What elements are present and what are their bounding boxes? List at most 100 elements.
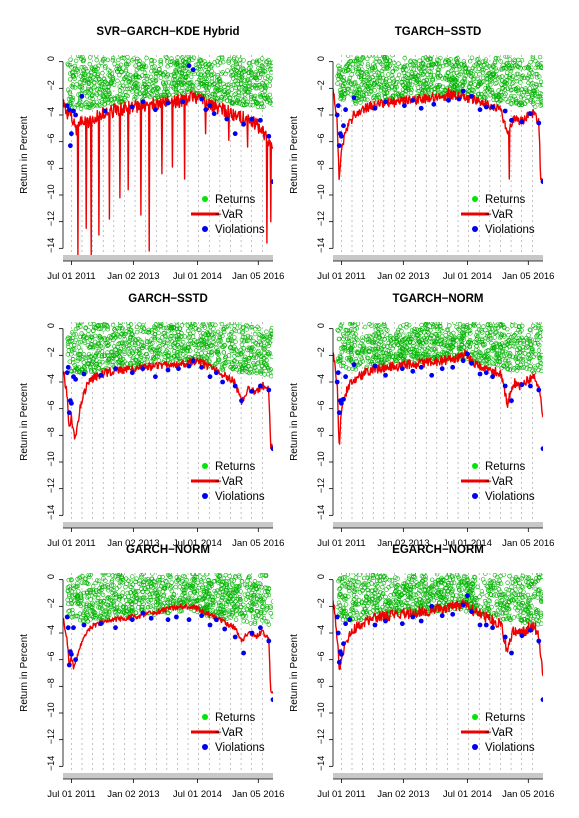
return-point — [106, 356, 112, 361]
return-point — [137, 58, 142, 64]
return-point — [168, 344, 173, 350]
return-point — [101, 93, 106, 98]
return-point — [100, 58, 106, 63]
return-point — [99, 98, 105, 103]
return-point — [266, 367, 272, 373]
return-point — [182, 322, 187, 325]
violation-point — [410, 97, 416, 103]
return-point — [251, 582, 257, 587]
return-point — [89, 361, 95, 366]
return-point — [172, 595, 177, 601]
return-point — [435, 336, 441, 341]
return-point — [377, 335, 382, 341]
return-point — [449, 82, 454, 87]
return-point — [169, 326, 174, 332]
return-point — [180, 348, 185, 353]
return-point — [96, 592, 101, 597]
return-point — [210, 72, 215, 78]
return-point — [531, 101, 536, 106]
return-point — [467, 59, 473, 64]
return-point — [365, 64, 371, 69]
return-point — [269, 70, 273, 75]
return-point — [66, 339, 71, 345]
violation-point — [220, 379, 226, 385]
return-point — [98, 335, 103, 340]
return-point — [74, 593, 80, 599]
return-point — [394, 358, 399, 363]
return-point — [181, 55, 186, 59]
return-point — [183, 59, 188, 65]
return-point — [528, 341, 533, 346]
return-point — [136, 65, 142, 71]
return-point — [123, 61, 129, 66]
return-point — [103, 578, 108, 583]
violation-point — [176, 366, 181, 372]
return-point — [445, 343, 450, 348]
return-point — [205, 89, 211, 95]
return-point — [165, 64, 170, 69]
return-point — [255, 342, 261, 348]
return-point — [196, 341, 201, 347]
return-point — [190, 573, 195, 577]
violation-point — [460, 88, 466, 94]
return-point — [383, 356, 388, 361]
return-point — [152, 64, 157, 69]
return-point — [163, 334, 168, 340]
return-point — [460, 79, 465, 84]
return-point — [368, 71, 374, 77]
return-point — [171, 344, 176, 349]
return-point — [496, 88, 501, 93]
return-point — [123, 89, 128, 95]
return-point — [381, 55, 387, 60]
return-point — [238, 597, 243, 602]
return-point — [463, 324, 468, 329]
return-point — [400, 67, 406, 73]
violation-point — [241, 650, 247, 656]
return-point — [509, 323, 515, 328]
violation-point — [341, 396, 346, 402]
return-point — [208, 602, 213, 608]
return-point — [119, 574, 125, 580]
return-point — [212, 362, 218, 367]
return-point — [95, 600, 100, 606]
return-point — [66, 96, 72, 102]
return-point — [106, 89, 112, 94]
violation-point — [199, 613, 205, 619]
return-point — [432, 354, 437, 360]
return-point — [240, 329, 246, 335]
return-point — [341, 78, 347, 83]
return-point — [454, 337, 459, 343]
return-point — [158, 323, 164, 328]
return-point — [348, 92, 353, 97]
return-point — [246, 575, 251, 581]
return-point — [265, 64, 271, 70]
return-point — [93, 64, 98, 70]
legend-label: Returns — [215, 461, 256, 473]
return-point — [110, 322, 116, 328]
y-tick-label: −8 — [46, 427, 56, 437]
return-point — [491, 93, 496, 99]
return-point — [95, 103, 100, 109]
return-point — [430, 322, 435, 327]
return-point — [166, 353, 172, 358]
return-point — [342, 88, 347, 94]
return-point — [224, 324, 229, 330]
return-point — [127, 343, 132, 348]
return-point — [144, 76, 150, 81]
return-point — [420, 56, 426, 61]
return-point — [428, 335, 433, 340]
return-point — [404, 322, 410, 327]
y-tick-label: −6 — [316, 401, 326, 411]
return-point — [223, 597, 228, 603]
x-tick-label: Jan 05 2016 — [232, 538, 284, 549]
return-point — [381, 322, 387, 326]
return-point — [165, 583, 170, 588]
return-point — [233, 347, 239, 352]
return-point — [431, 346, 436, 352]
return-point — [435, 71, 440, 76]
legend-label: Violations — [485, 491, 535, 503]
return-point — [91, 590, 96, 595]
violation-point — [334, 379, 340, 385]
y-tick-label: −14 — [46, 238, 56, 253]
return-point — [100, 611, 106, 617]
